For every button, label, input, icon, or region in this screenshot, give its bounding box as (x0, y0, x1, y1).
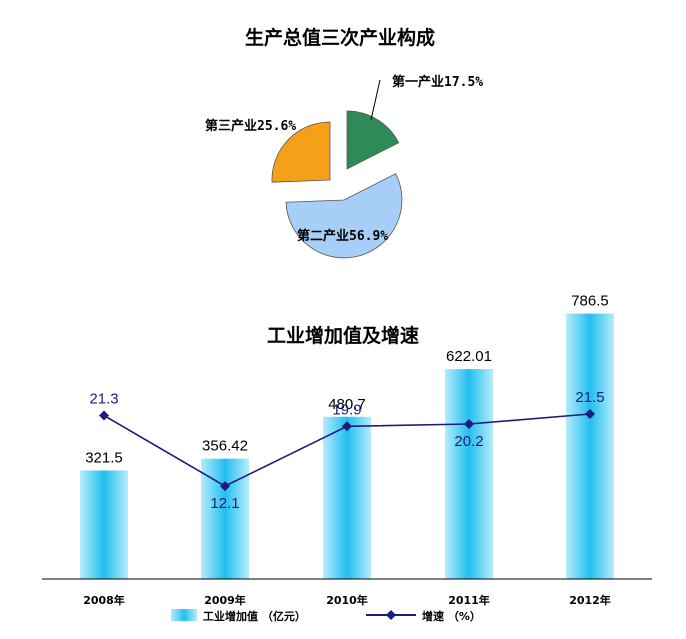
x-tick-label-5: 2012年 (569, 593, 611, 607)
bar-value-label-5: 786.5 (571, 293, 609, 310)
bar-value-labels: 321.5 356.42 480.7 622.01 786.5 (85, 293, 609, 467)
legend: 工业增加值 （亿元） 增速 （%） (171, 609, 481, 623)
bar-value-label-1: 321.5 (85, 450, 123, 467)
rate-value-label-2: 12.1 (210, 495, 239, 512)
x-tick-label-3: 2010年 (326, 593, 368, 607)
pie-slices (271, 110, 403, 259)
pie-slice-secondary (285, 173, 403, 259)
x-tick-label-1: 2008年 (83, 593, 125, 607)
x-tick-label-2: 2009年 (204, 593, 246, 607)
bar-value-label-3: 480.7 (328, 396, 366, 413)
x-axis-ticks: 2008年 2009年 2010年 2011年 2012年 (83, 593, 611, 607)
rate-value-label-5: 21.5 (575, 389, 604, 406)
rate-value-label-3: 19.9 (332, 401, 361, 418)
pie-leader-line (370, 79, 381, 121)
bar-4 (445, 369, 493, 579)
pie-chart-title: 生产总值三次产业构成 (245, 26, 435, 49)
pie-label-primary: 第一产业17.5% (392, 74, 483, 90)
rate-marker-4 (464, 419, 474, 429)
pie-chart: 生产总值三次产业构成 第一产业17.5% 第二产业56.9% 第三产业25.6% (205, 26, 483, 259)
rate-value-label-4: 20.2 (454, 433, 483, 450)
bar-value-label-2: 356.42 (202, 438, 248, 455)
bar-chart-title: 工业增加值及增速 (267, 324, 419, 347)
rate-value-label-1: 21.3 (89, 391, 118, 408)
pie-label-secondary: 第二产业56.9% (297, 228, 388, 244)
pie-slice-tertiary (271, 121, 331, 183)
growth-rate-line (99, 409, 595, 492)
legend-label-line: 增速 （%） (422, 609, 481, 623)
pie-label-tertiary: 第三产业25.6% (205, 118, 296, 134)
bar-line-chart: 工业增加值及增速 2008年 2009年 2010年 2011年 2012年 321.5… (42, 293, 652, 623)
bars (80, 313, 614, 579)
legend-swatch-bar (171, 609, 197, 621)
bar-1 (80, 470, 128, 579)
legend-label-bar: 工业增加值 （亿元） (203, 609, 306, 623)
legend-marker-diamond (386, 610, 396, 620)
rate-marker-2 (220, 481, 230, 492)
bar-3 (323, 416, 371, 579)
rate-value-labels: 21.3 12.1 19.9 20.2 21.5 (89, 389, 604, 512)
bar-value-label-4: 622.01 (446, 348, 492, 365)
rate-marker-5 (585, 409, 595, 419)
rate-marker-1 (99, 410, 109, 421)
pie-slice-primary (346, 110, 400, 170)
x-tick-label-4: 2011年 (448, 593, 490, 607)
rate-marker-3 (342, 421, 352, 432)
bar-5 (566, 313, 614, 579)
